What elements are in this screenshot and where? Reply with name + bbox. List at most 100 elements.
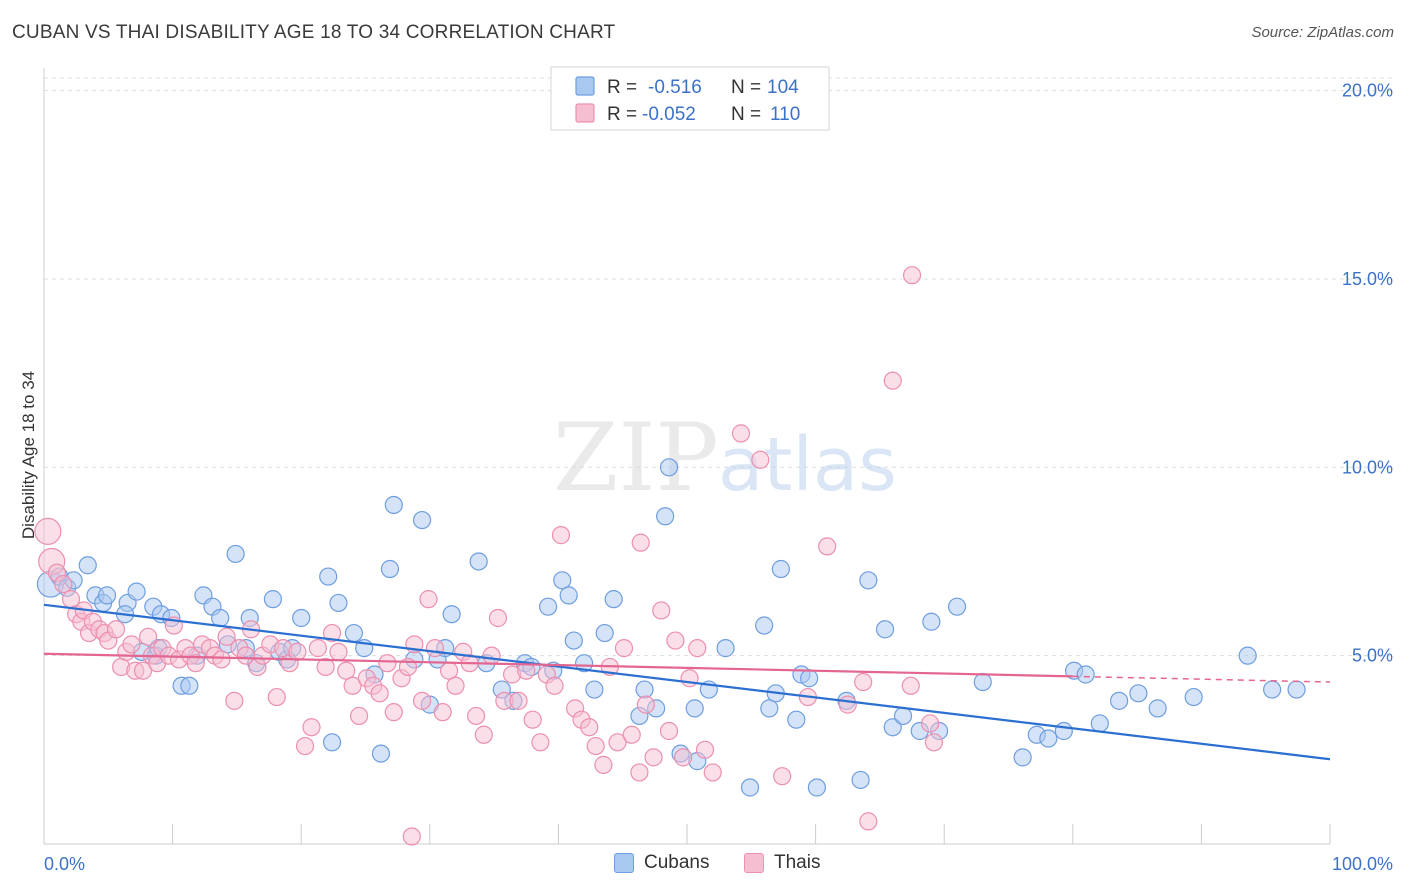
source-label: Source: ZipAtlas.com: [1251, 24, 1394, 41]
thais-point-102: [703, 763, 722, 782]
thais-point-89: [608, 733, 627, 752]
thais-point-56: [370, 684, 389, 703]
cubans-point-22: [211, 608, 230, 628]
cubans-point-7: [97, 586, 117, 605]
cubans-point-85: [875, 620, 895, 639]
cubans-point-41: [384, 495, 403, 515]
chart-title: CUBAN VS THAI DISABILITY AGE 18 TO 34 CO…: [12, 22, 616, 43]
cubans-point-77: [771, 559, 790, 579]
legend-n-value-cubans: 104: [767, 77, 799, 98]
cubans-point-72: [716, 639, 735, 658]
thais-point-73: [488, 608, 508, 628]
cubans-point-99: [1090, 714, 1109, 733]
legend-swatch-thais-bottom: [744, 853, 764, 873]
thais-point-57: [378, 654, 397, 673]
legend-n-label-cubans: N =: [731, 77, 761, 98]
thais-point-62: [412, 691, 432, 710]
thais-point-53: [349, 706, 369, 726]
thais-point-116: [631, 533, 650, 552]
cubans-point-69: [685, 699, 704, 718]
cubans-point-87: [893, 706, 913, 726]
thais-point-101: [695, 740, 715, 759]
thais-point-86: [586, 736, 605, 756]
thais-point-58: [384, 703, 403, 722]
cubans-point-43: [412, 510, 432, 530]
cubans-point-98: [1076, 665, 1095, 684]
thais-point-41: [267, 687, 286, 707]
thais-point-34: [225, 691, 244, 710]
y-axis-label: Disability Age 18 to 34: [19, 371, 38, 539]
legend-item-cubans[interactable]: Cubans: [614, 852, 710, 874]
cubans-point-47: [442, 605, 461, 624]
x-tick-label-1: 100.0%: [1332, 854, 1393, 874]
thais-point-82: [551, 526, 571, 545]
cubans-point-60: [585, 680, 604, 699]
thais-point-115: [854, 672, 873, 692]
thais-point-108: [838, 695, 857, 714]
thais-point-64: [425, 639, 445, 658]
cubans-point-10: [127, 582, 146, 601]
thais-point-70: [466, 706, 486, 726]
watermark-zip: ZIP: [553, 404, 719, 513]
thais-point-76: [509, 691, 528, 710]
thais-point-103: [731, 424, 751, 443]
thais-point-78: [523, 710, 542, 729]
cubans-point-74: [755, 616, 774, 635]
legend-r-value-cubans: -0.516: [648, 77, 702, 98]
thais-point-28: [186, 654, 205, 673]
cubans-point-75: [760, 699, 779, 718]
thais-point-46: [302, 718, 321, 737]
cubans-point-78: [787, 710, 806, 729]
thais-point-49: [322, 623, 342, 643]
thais-point-67: [446, 676, 465, 695]
cubans-point-96: [1054, 721, 1073, 741]
thais-point-104: [751, 450, 770, 469]
x-tick-label-0: 0.0%: [44, 854, 85, 874]
legend-n-value-thais: 110: [770, 104, 800, 125]
y-tick-label-2: 15.0%: [1342, 269, 1393, 289]
trend-line-thais-extension: [1072, 675, 1331, 683]
legend-r-value-thais: -0.052: [642, 104, 696, 125]
cubans-point-73: [740, 778, 760, 797]
cubans-point-84: [859, 571, 878, 590]
cubans-point-95: [1039, 729, 1058, 748]
cubans-point-28: [263, 590, 283, 609]
thais-point-90: [614, 639, 634, 658]
thais-point-81: [545, 676, 564, 695]
thais-point-16: [122, 635, 141, 654]
thais-point-45: [295, 736, 315, 756]
legend-n-label-thais: N =: [731, 104, 761, 125]
thais-point-47: [308, 639, 328, 658]
cubans-point-103: [1184, 687, 1203, 707]
thais-point-105: [773, 767, 792, 786]
cubans-point-105: [1263, 680, 1282, 699]
thais-point-94: [644, 748, 663, 767]
thais-point-33: [217, 627, 236, 646]
legend-swatch-cubans-bottom: [614, 853, 634, 873]
thais-point-112: [924, 733, 944, 752]
cubans-point-39: [371, 744, 391, 763]
legend-item-thais[interactable]: Thais: [744, 852, 820, 874]
cubans-point-32: [292, 608, 311, 628]
thais-point-44: [288, 642, 307, 661]
cubans-point-91: [947, 597, 967, 616]
cubans-point-33: [319, 567, 338, 586]
watermark: ZIP atlas: [553, 404, 897, 513]
thais-point-18: [133, 661, 153, 680]
thais-point-63: [419, 590, 438, 609]
thais-point-32: [212, 650, 231, 669]
trend-line-cubans: [43, 603, 1331, 761]
thais-point-109: [859, 812, 878, 831]
thais-point-110: [883, 371, 902, 390]
thais-point-93: [636, 695, 655, 714]
cubans-point-93: [1013, 748, 1032, 767]
thais-point-107: [818, 537, 837, 556]
cubans-point-86: [883, 718, 902, 737]
cubans-point-67: [659, 458, 679, 477]
cubans-point-81: [807, 778, 826, 797]
cubans-point-58: [564, 631, 583, 650]
cubans-point-64: [635, 680, 654, 699]
thais-point-99: [680, 669, 699, 688]
thais-point-50: [329, 642, 348, 661]
cubans-point-89: [922, 612, 941, 631]
